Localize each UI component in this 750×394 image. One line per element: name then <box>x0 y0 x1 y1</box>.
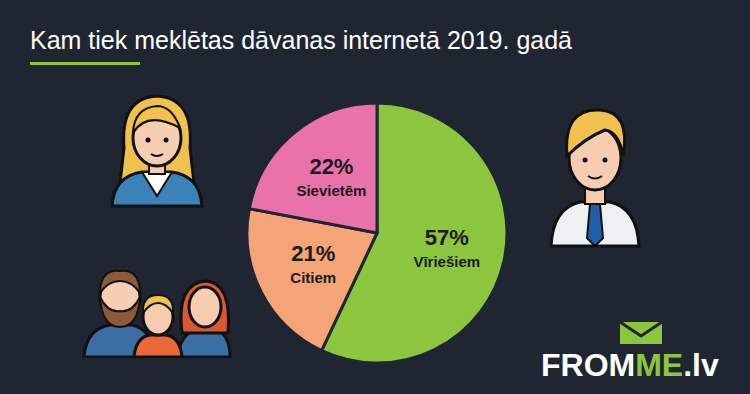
svg-text:21%: 21% <box>291 241 335 266</box>
svg-text:Vīriešiem: Vīriešiem <box>413 253 480 270</box>
svg-text:22%: 22% <box>309 154 353 179</box>
html-text:Kam tiek meklētas dāvanas inte: Kam tiek meklētas dāvanas internetā 2019… <box>30 26 572 54</box>
svg-text:57%: 57% <box>425 225 469 250</box>
svg-text:Sievietēm: Sievietēm <box>296 182 366 199</box>
svg-text:FROMME.lv: FROMME.lv <box>541 347 719 383</box>
svg-text:Citiem: Citiem <box>290 269 336 286</box>
